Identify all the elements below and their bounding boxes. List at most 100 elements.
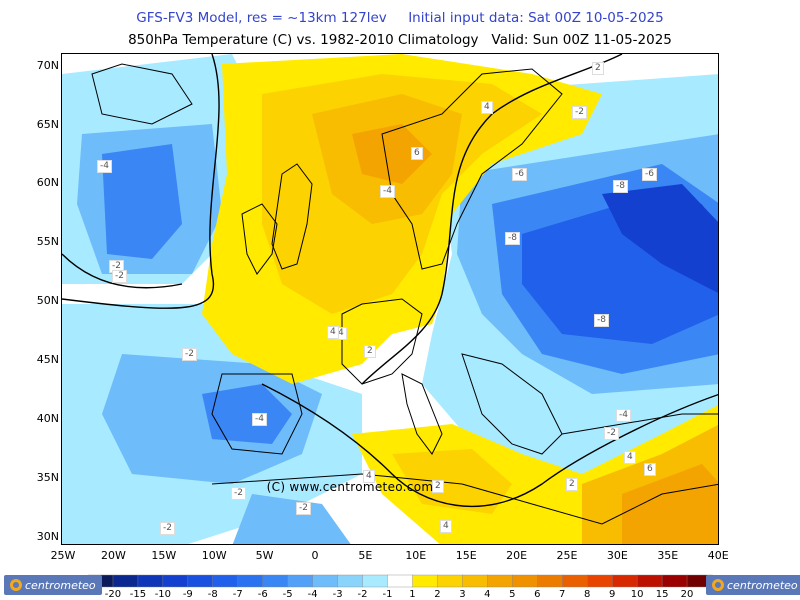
centrometeo-logo-right: centrometeo [706,575,800,595]
contour-value-label: 2 [592,62,604,75]
longitude-label: 20E [506,549,528,562]
contour-value-label: 4 [327,326,339,339]
latitude-label: 65N [36,118,59,131]
colorbar-swatch [262,574,289,588]
colorbar-swatch [137,574,164,588]
colorbar-value-label: -10 [154,589,172,600]
contour-value-label: 4 [481,101,493,114]
latitude-label: 60N [36,176,59,189]
colorbar-swatch [187,574,214,588]
contour-value-label: 4 [363,470,375,483]
colorbar-value-label: -20 [104,589,122,600]
contour-value-label: -2 [231,487,246,500]
longitude-label: 10E [405,549,427,562]
colorbar-value-label: 9 [608,589,616,600]
centrometeo-logo-text: centrometeo [25,578,96,592]
colorbar-swatch [562,574,588,588]
colorbar-value-label: 15 [655,589,669,600]
longitude-label: 35E [657,549,679,562]
colorbar-swatch [212,574,239,588]
colorbar-swatch [312,574,339,588]
colorbar-value-label: -8 [207,589,218,600]
contour-value-label: 4 [624,451,636,464]
colorbar-swatch [162,574,189,588]
model-info-title: GFS-FV3 Model, res = ~13km 127lev Initia… [136,10,664,26]
contour-value-label: -6 [512,168,527,181]
colorbar-swatch [412,574,439,588]
contour-value-label: 2 [432,480,444,493]
contour-value-label: -4 [616,409,631,422]
colorbar-value-label: -9 [182,589,193,600]
colorbar-swatch [237,574,264,588]
centrometeo-ring-icon [10,579,22,591]
colorbar-swatch [112,574,139,588]
colorbar-swatch [337,574,364,588]
contour-value-label: -2 [112,270,127,283]
contour-value-label: -8 [594,314,609,327]
contour-value-label: -2 [160,522,175,535]
contour-value-label: -2 [572,106,587,119]
longitude-label: 5E [358,549,373,562]
longitude-label: 5W [255,549,274,562]
colorbar-value-label: -1 [382,589,393,600]
colorbar-swatch [487,574,514,588]
colorbar-value-label: 1 [409,589,416,600]
latitude-label: 35N [36,471,59,484]
longitude-label: 30E [606,549,628,562]
colorbar-swatch [462,574,489,588]
colorbar-swatch [362,574,389,588]
colorbar-value-label: 2 [434,589,441,600]
centrometeo-logo-text: centrometeo [727,578,798,592]
colorbar-value-label: 8 [584,589,591,600]
colorbar-swatch [437,574,464,588]
colorbar-value-label: 7 [559,589,566,600]
latitude-label: 55N [36,235,59,248]
contour-value-label: 4 [440,520,452,533]
colorbar-swatch [587,574,613,588]
colorbar-value-label: -7 [232,589,243,600]
colorbar-swatch [636,574,663,588]
centrometeo-logo-left: centrometeo [4,575,102,595]
contour-value-label: -8 [613,180,628,193]
contour-value-label: -4 [380,185,395,198]
latitude-label: 30N [36,530,59,543]
contour-value-label: 6 [411,147,423,160]
temperature-anomaly-map [61,53,719,545]
colorbar-value-label: -15 [129,589,147,600]
longitude-label: 15W [151,549,177,562]
longitude-label: 15E [455,549,477,562]
colorbar-value-label: 5 [509,589,516,600]
longitude-label: 25E [556,549,578,562]
colorbar-swatch [287,574,314,588]
colorbar-value-label: -6 [257,589,268,600]
contour-value-label: 6 [644,463,656,476]
colorbar-value-label: 20 [680,589,694,600]
longitude-label: 25W [50,549,76,562]
colorbar-value-label: 3 [459,589,466,600]
colorbar-swatch [387,574,414,588]
colorbar-swatch [537,574,563,588]
colorbar-value-label: 10 [630,589,644,600]
contour-value-label: 2 [566,478,578,491]
contour-value-label: -4 [97,160,112,173]
colorbar-value-label: 6 [534,589,541,600]
colorbar-value-label: -3 [332,589,343,600]
contour-value-label: -2 [296,502,311,515]
contour-value-label: -6 [642,168,657,181]
copyright-text: (C) www.centrometeo.com [266,480,434,494]
contour-value-label: -8 [505,232,520,245]
longitude-label: 0 [311,549,319,562]
colorbar-swatch [512,574,538,588]
latitude-label: 50N [36,294,59,307]
longitude-label: 40E [707,549,729,562]
contour-value-label: -2 [604,427,619,440]
colorbar-swatch [611,574,638,588]
field-valid-title: 850hPa Temperature (C) vs. 1982-2010 Cli… [128,32,672,48]
latitude-label: 70N [36,59,59,72]
colorbar-swatch [661,574,688,588]
contour-value-label: 2 [364,345,376,358]
latitude-label: 40N [36,412,59,425]
latitude-label: 45N [36,353,59,366]
centrometeo-ring-icon [712,579,724,591]
contour-value-label: -2 [182,348,197,361]
